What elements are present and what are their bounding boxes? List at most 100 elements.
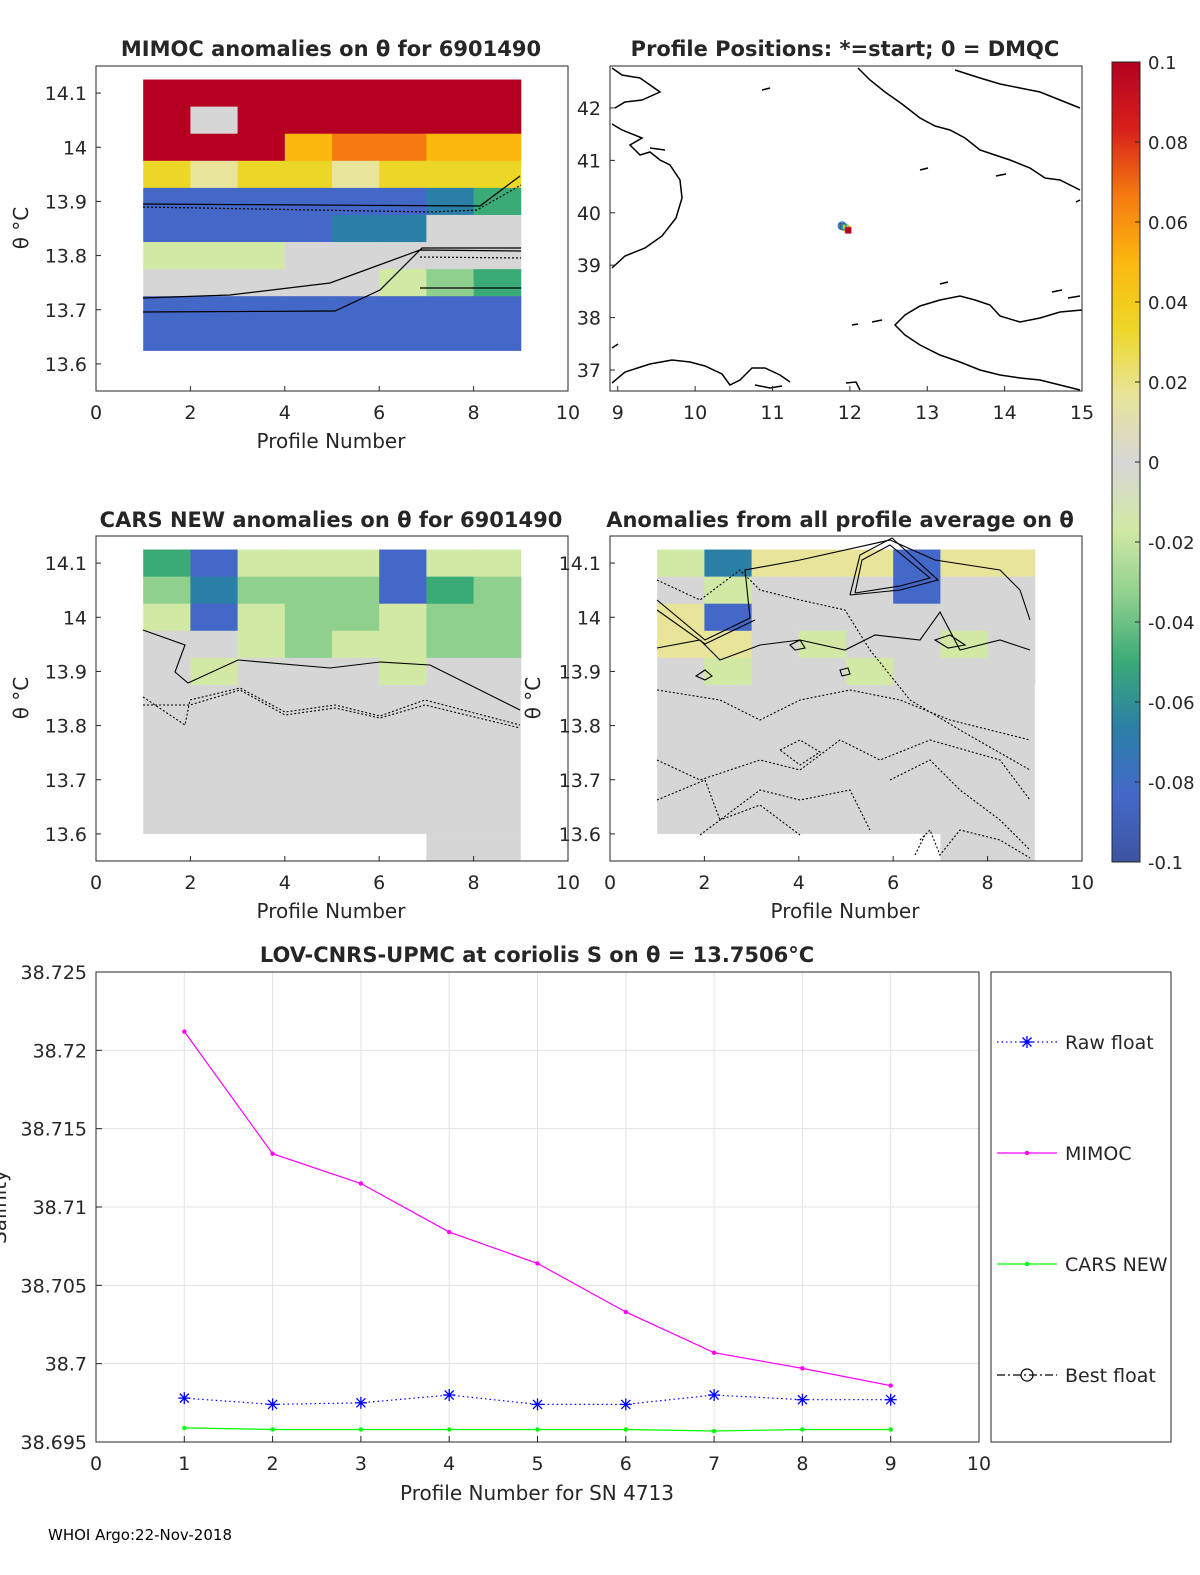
heatmap-cell	[846, 630, 894, 659]
heatmap-cell	[426, 549, 475, 578]
mimoc-title: MIMOC anomalies on θ for 6901490	[121, 37, 541, 61]
heatmap-cell	[473, 106, 522, 135]
heatmap-cell	[190, 549, 239, 578]
heatmap-cell	[237, 214, 286, 243]
heatmap-cell	[332, 242, 380, 270]
salinity-legend	[990, 971, 1172, 1443]
positions-axes	[609, 65, 1083, 392]
heatmap-cell	[143, 657, 191, 686]
x-tick-label: 3	[355, 1453, 367, 1475]
x-tick-label: 10	[1070, 872, 1094, 894]
avg-ylabel: θ °C	[521, 677, 545, 720]
legend-label: CARS NEW	[1065, 1254, 1168, 1276]
heatmap-cell	[237, 242, 286, 270]
heatmap-cell	[190, 296, 239, 324]
data-point	[270, 1151, 275, 1156]
mimoc-panel: MIMOC anomalies on θ for 6901490 0 2 4 6 8 10…	[9, 37, 580, 453]
x-tick-label: 4	[279, 402, 291, 424]
heatmap-cell	[657, 684, 1035, 834]
heatmap-cell	[284, 160, 333, 189]
heatmap-cell	[426, 106, 475, 135]
x-tick-label: 5	[531, 1453, 543, 1475]
legend-label: MIMOC	[1065, 1143, 1132, 1165]
heatmap-cell	[284, 214, 333, 243]
cars-yticks: 13.6 13.7 13.8 13.9 14 14.1	[45, 553, 101, 846]
heatmap-cell	[190, 323, 239, 351]
cars-title: CARS NEW anomalies on θ for 6901490	[100, 508, 563, 532]
heatmap-cell	[704, 549, 753, 578]
y-tick-label: 13.9	[45, 661, 87, 683]
x-tick-label: 6	[887, 872, 899, 894]
heatmap-cell	[190, 160, 239, 189]
mimoc-ylabel: θ °C	[9, 207, 33, 250]
heatmap-cell	[143, 684, 521, 834]
heatmap-cell	[379, 296, 427, 324]
data-point	[623, 1309, 628, 1315]
data-point	[443, 1389, 456, 1401]
heatmap-cell	[751, 630, 800, 659]
heatmap-cell	[657, 630, 705, 659]
legend-marker	[1024, 1150, 1030, 1156]
x-tick-label: 0	[604, 872, 616, 894]
colorbar-tick-label: -0.06	[1148, 693, 1195, 714]
start-marker	[837, 221, 847, 231]
cars-xlabel: Profile Number	[257, 899, 407, 923]
data-point	[708, 1389, 721, 1401]
heatmap-cell	[940, 576, 989, 605]
data-point	[800, 1427, 805, 1432]
y-tick-label: 38.715	[21, 1119, 87, 1141]
heatmap-cell	[190, 133, 239, 162]
heatmap-cell	[332, 79, 380, 108]
heatmap-cell	[473, 242, 522, 270]
x-tick-label: 6	[373, 402, 385, 424]
heatmap-cell	[379, 630, 427, 659]
heatmap-cell	[332, 296, 380, 324]
cars-ylabel: θ °C	[9, 677, 33, 720]
heatmap-cell	[798, 549, 847, 578]
heatmap-cell	[143, 106, 191, 135]
y-tick-label: 14.1	[45, 83, 87, 105]
y-tick-label: 38	[577, 308, 601, 330]
salinity-ylabel: Salinity	[0, 1170, 11, 1244]
heatmap-cell	[473, 323, 522, 351]
footer-credit: WHOI Argo:22-Nov-2018	[48, 1526, 232, 1544]
heatmap-cell	[846, 549, 894, 578]
heatmap-cell	[332, 576, 380, 605]
colorbar-tick-label: 0	[1148, 453, 1159, 474]
x-tick-label: 4	[279, 872, 291, 894]
data-point	[796, 1393, 809, 1406]
heatmap-cell	[143, 296, 191, 324]
y-tick-label: 14.1	[559, 553, 601, 575]
heatmap-cell	[426, 576, 475, 605]
x-tick-label: 8	[796, 1453, 808, 1475]
avg-contours	[656, 537, 1031, 859]
mimoc-xticks: 0 2 4 6 8 10	[90, 386, 580, 424]
x-tick-label: 8	[468, 402, 480, 424]
heatmap-cell	[284, 269, 333, 297]
heatmap-cell	[893, 603, 941, 632]
positions-title: Profile Positions: *=start; 0 = DMQC	[631, 37, 1060, 61]
y-tick-label: 38.725	[21, 962, 87, 984]
heatmap-cell	[190, 657, 239, 686]
y-tick-label: 39	[577, 255, 601, 277]
heatmap-cell	[704, 657, 753, 686]
data-point	[884, 1393, 897, 1406]
heatmap-cell	[798, 603, 847, 632]
heatmap-cell	[379, 576, 427, 605]
heatmap-cell	[143, 79, 191, 108]
heatmap-cell	[426, 214, 475, 243]
y-tick-label: 13.6	[559, 824, 601, 846]
salinity-xlabel: Profile Number for SN 4713	[400, 1481, 674, 1505]
profile-marker	[845, 227, 852, 234]
x-tick-label: 8	[982, 872, 994, 894]
heatmap-cell	[426, 187, 475, 216]
heatmap-cell	[143, 549, 191, 578]
legend-marker	[1024, 1261, 1030, 1267]
heatmap-cell	[237, 79, 286, 108]
heatmap-cell	[237, 133, 286, 162]
x-tick-label: 15	[1070, 402, 1094, 424]
data-point	[447, 1229, 452, 1235]
positions-panel: Profile Positions: *=start; 0 = DMQC 9 10…	[577, 37, 1094, 424]
x-tick-label: 4	[793, 872, 805, 894]
